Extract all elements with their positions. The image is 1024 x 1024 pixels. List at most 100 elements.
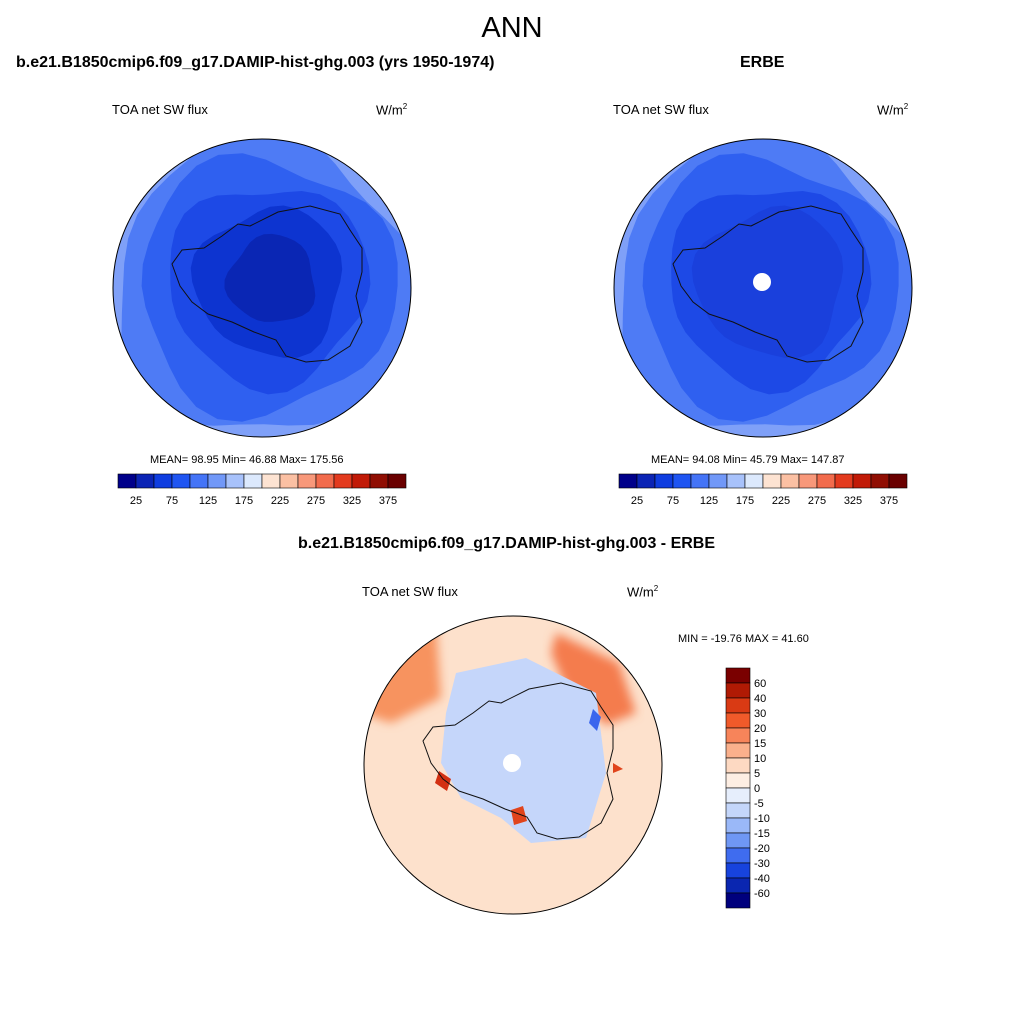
colorbar-tick-label: -60 [754,888,770,900]
colorbar-tick-label: 275 [307,495,325,507]
colorbar-swatch [333,473,353,489]
colorbar-tick-label: 75 [667,495,679,507]
colorbar-swatch [207,473,227,489]
panel-model-map-layers [113,139,411,437]
colorbar-swatch [726,473,746,489]
colorbar-tick-label: 40 [754,693,766,705]
colorbar-tick-label: 25 [130,495,142,507]
antarctica-coastline [422,682,614,840]
colorbar-tick-label: 125 [700,495,718,507]
panel-obs-colorbar: 25 75 125 175 225 275 325 375 [618,473,908,507]
colorbar-swatch [762,473,782,489]
colorbar-swatch [171,473,191,489]
anomaly-region [613,763,623,773]
colorbar-swatch [725,742,751,759]
colorbar-tick-label: 30 [754,708,766,720]
colorbar-swatch [798,473,818,489]
colorbar-swatch [117,473,137,489]
colorbar-tick-label: 375 [379,495,397,507]
colorbar-swatch [708,473,728,489]
panel-model-stats: MEAN= 98.95 Min= 46.88 Max= 175.56 [150,454,344,466]
colorbar-swatch [816,473,836,489]
colorbar-swatch [387,473,407,489]
colorbar-swatch [870,473,890,489]
panel-model-colorbar: 25 75 125 175 225 275 325 375 [117,473,407,507]
map-border [112,138,412,438]
panel-diff-variable: TOA net SW flux [362,584,458,599]
colorbar-tick-label: -5 [754,798,764,810]
panel-model-map [112,138,412,438]
anomaly-region [435,771,451,791]
panel-diff-header: b.e21.B1850cmip6.f09_g17.DAMIP-hist-ghg.… [298,535,716,552]
colorbar-tick-label: 225 [271,495,289,507]
colorbar-tick-label: 325 [343,495,361,507]
panel-obs-header: ERBE [740,54,785,71]
colorbar-tick-label: 175 [235,495,253,507]
panel-obs-map [613,138,913,438]
map-border [613,138,913,438]
colorbar-swatch [725,817,751,834]
colorbar-tick-label: 20 [754,723,766,735]
anomaly-region [511,806,527,825]
colorbar-swatch [153,473,173,489]
colorbar-swatch [725,802,751,819]
colorbar-tick-label: -30 [754,858,770,870]
colorbar-swatch [243,473,263,489]
colorbar-swatch [852,473,872,489]
colorbar-tick-label: 10 [754,753,766,765]
panel-obs-units: W/m2 [877,102,909,118]
colorbar-swatch [725,892,751,909]
colorbar-tick-label: 375 [880,495,898,507]
colorbar-swatch [225,473,245,489]
colorbar-tick-label: 175 [736,495,754,507]
colorbar-swatch [315,473,335,489]
antarctica-coastline [672,205,864,363]
colorbar-tick-label: 75 [166,495,178,507]
colorbar-swatch [725,727,751,744]
colorbar-tick-label: -20 [754,843,770,855]
colorbar-tick-label: -40 [754,873,770,885]
colorbar-swatch [888,473,908,489]
colorbar-tick-label: 0 [754,783,760,795]
colorbar-swatch [725,862,751,879]
panel-obs-stats: MEAN= 94.08 Min= 45.79 Max= 147.87 [651,454,845,466]
colorbar-swatch [725,667,751,684]
panel-model-variable: TOA net SW flux [112,102,208,117]
colorbar-swatch [297,473,317,489]
colorbar-swatch [690,473,710,489]
colorbar-swatch [618,473,638,489]
colorbar-swatch [351,473,371,489]
colorbar-swatch [725,757,751,774]
colorbar-swatch [725,847,751,864]
anomaly-region [551,633,636,725]
colorbar-tick-label: 275 [808,495,826,507]
colorbar-swatch [654,473,674,489]
colorbar-swatch [725,832,751,849]
colorbar-swatch [672,473,692,489]
map-border [363,615,663,915]
colorbar-tick-label: -10 [754,813,770,825]
missing-data-pole [753,273,771,291]
colorbar-tick-label: 125 [199,495,217,507]
anomaly-region [589,709,601,731]
colorbar-swatch [135,473,155,489]
map-band-5 [224,233,316,322]
figure-title: ANN [481,12,543,44]
panel-diff-map [363,615,663,915]
colorbar-swatch [725,682,751,699]
colorbar-tick-label: -15 [754,828,770,840]
anomaly-region [441,658,606,843]
antarctica-coastline [171,205,363,363]
colorbar-swatch [725,787,751,804]
panel-diff-colorbar: 60 40 30 20 15 10 5 0 -5 -10 -15 -20 -30 -40 -60 [725,667,770,909]
colorbar-swatch [725,697,751,714]
colorbar-swatch [780,473,800,489]
colorbar-tick-label: 5 [754,768,760,780]
colorbar-swatch [725,772,751,789]
colorbar-tick-label: 25 [631,495,643,507]
colorbar-tick-label: 225 [772,495,790,507]
missing-data-pole [503,754,521,772]
colorbar-swatch [725,877,751,894]
panel-diff-stats: MIN = -19.76 MAX = 41.60 [678,633,809,645]
colorbar-swatch [636,473,656,489]
